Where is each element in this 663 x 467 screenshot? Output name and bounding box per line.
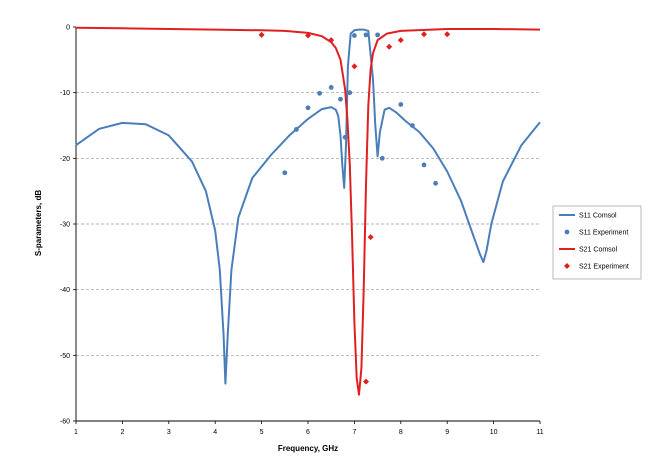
axes	[73, 26, 541, 424]
s11-experiment-point	[421, 162, 427, 168]
s11-experiment-point	[305, 105, 311, 111]
x-tick-label: 2	[120, 429, 124, 436]
s21-experiment-point	[386, 43, 393, 50]
x-tick-label: 4	[213, 429, 217, 436]
s21-experiment-point	[444, 31, 451, 38]
s21-experiment-point	[258, 31, 265, 38]
x-tick-labels: 1 2 3 4 5 6 7 8 9 10 11	[74, 429, 544, 436]
y-tick-label: -50	[60, 353, 70, 360]
x-tick-label: 3	[167, 429, 171, 436]
s21-experiment-point	[328, 37, 335, 44]
s11-experiment-legend-label: S11 Experiment	[579, 230, 628, 237]
s21-comsol-line	[75, 26, 541, 396]
y-tick-label: -10	[60, 90, 70, 97]
y-tick-label: 0	[66, 25, 70, 32]
y-tick-label: -60	[60, 419, 70, 426]
s21-comsol-legend-label: S21 Comsol	[579, 247, 618, 254]
x-tick-label: 1	[74, 429, 78, 436]
s11-experiment-point	[328, 85, 334, 90]
y-axis-title: S-parameters, dB	[34, 190, 43, 256]
s11-experiment-point	[379, 155, 385, 161]
gridlines	[76, 92, 540, 356]
s11-experiment-point	[375, 32, 380, 38]
s11-experiment-point	[433, 180, 438, 186]
s11-experiment-point	[317, 90, 322, 96]
s21-experiment-point	[397, 37, 404, 44]
s11-experiment-point	[294, 127, 299, 132]
s11-experiment-point	[352, 33, 357, 38]
x-tick-label: 6	[306, 429, 310, 436]
y-tick-label: -20	[60, 156, 70, 163]
y-tick-label: -40	[60, 287, 70, 294]
x-tick-label: 8	[399, 429, 403, 436]
series-layer	[75, 26, 541, 396]
s11-experiment-point	[347, 90, 353, 96]
x-tick-label: 11	[536, 429, 543, 436]
legend: S11 Comsol S11 Experiment S21 Comsol S21 Ex…	[552, 205, 642, 280]
x-tick-label: 7	[352, 429, 356, 436]
x-axis-title: Frequency, GHz	[278, 444, 338, 453]
y-tick-label: -30	[60, 222, 70, 229]
s21-experiment-point	[305, 32, 311, 39]
s21-experiment-legend-label: S21 Experiment	[579, 264, 629, 271]
s11-experiment-point	[338, 96, 343, 102]
s11-experiment-point	[410, 123, 415, 128]
x-tick-label: 10	[490, 429, 498, 436]
x-tick-label: 9	[445, 429, 449, 436]
s21-experiment-point	[421, 31, 427, 38]
s11-experiment-point	[342, 134, 348, 140]
y-tick-labels: 0 -10 -20 -30 -40 -50 -60	[60, 25, 70, 426]
s11-experiment-point	[398, 102, 404, 107]
s21-experiment-legend-swatch	[564, 263, 570, 269]
x-tick-label: 5	[260, 429, 264, 436]
s11-experiment-legend-swatch	[564, 229, 570, 235]
s21-experiment-point	[367, 234, 374, 241]
s11-comsol-legend-label: S11 Comsol	[579, 213, 617, 220]
s11-experiment-point	[282, 170, 288, 176]
s21-experiment-point	[363, 378, 369, 385]
s21-experiment-point	[351, 63, 358, 70]
s11-experiment-point	[363, 32, 369, 38]
